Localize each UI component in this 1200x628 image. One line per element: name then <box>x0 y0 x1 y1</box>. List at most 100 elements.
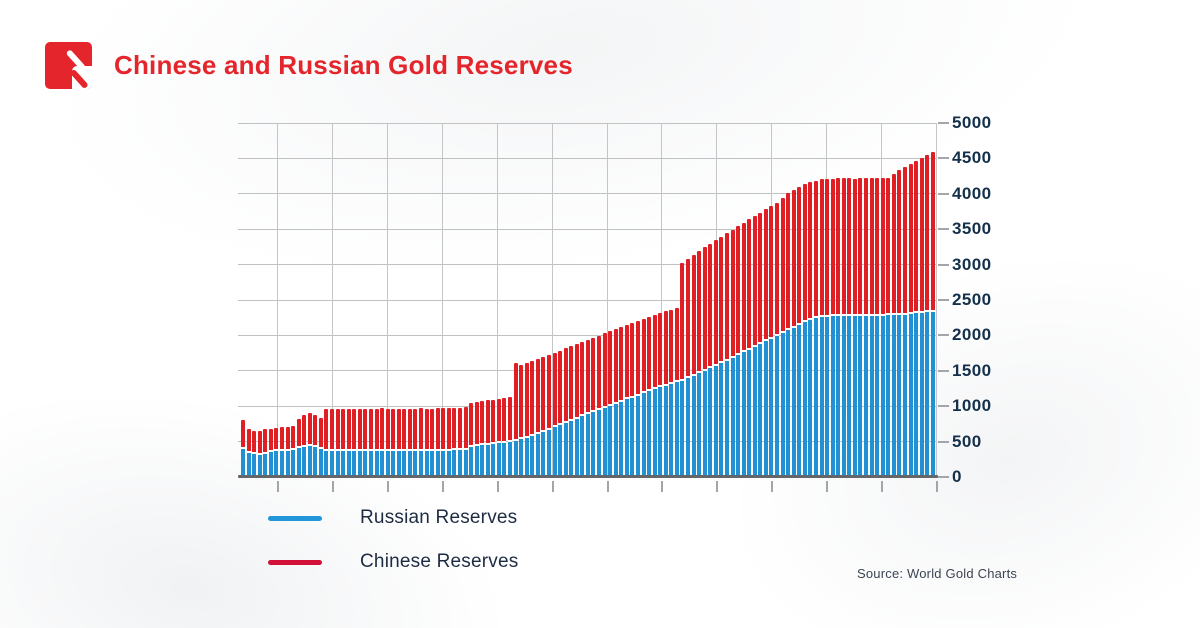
china-segment <box>391 408 396 449</box>
legend-label-russia: Russian Reserves <box>360 507 518 528</box>
russia-segment <box>869 315 874 477</box>
russia-segment <box>908 314 913 477</box>
china-segment <box>368 408 373 449</box>
china-segment <box>635 320 640 394</box>
y-axis-tick <box>938 228 949 231</box>
china-segment <box>519 364 524 438</box>
segment-separator <box>613 401 618 404</box>
reserve-bar <box>619 327 624 477</box>
segment-separator <box>719 361 724 364</box>
gridline-horizontal <box>238 122 937 124</box>
reserve-bar <box>374 408 379 477</box>
china-segment <box>257 431 262 453</box>
x-axis-tick <box>826 481 829 492</box>
russia-segment <box>491 444 496 477</box>
segment-separator <box>279 448 284 451</box>
russia-segment <box>508 442 512 477</box>
reserve-bar <box>736 226 741 477</box>
russia-segment <box>480 445 485 477</box>
reserve-bar <box>452 407 457 477</box>
reserve-bar <box>858 178 863 477</box>
reserve-bar <box>446 408 451 477</box>
china-segment <box>758 212 763 342</box>
russia-segment <box>713 365 718 477</box>
reserve-bar <box>847 178 852 477</box>
reserve-bar <box>469 402 474 477</box>
russia-segment <box>296 448 301 477</box>
legend-item-china: Chinese Reserves <box>268 549 518 575</box>
russia-segment <box>430 450 435 477</box>
russia-segment <box>291 450 296 477</box>
reserve-bar <box>819 179 824 477</box>
russia-segment <box>446 450 451 477</box>
segment-separator <box>819 315 824 318</box>
reserve-bar <box>480 400 485 477</box>
segment-separator <box>808 317 813 320</box>
x-axis-tick <box>936 481 938 492</box>
china-segment <box>302 415 307 446</box>
russia-segment <box>902 314 907 477</box>
segment-separator <box>902 312 907 315</box>
russia-segment <box>513 441 518 477</box>
segment-separator <box>624 397 629 400</box>
gridline-vertical <box>936 123 937 477</box>
china-segment <box>730 229 735 357</box>
china-segment <box>274 427 279 449</box>
x-axis-tick <box>606 481 609 492</box>
segment-separator <box>758 341 763 344</box>
china-segment <box>307 413 312 445</box>
segment-separator <box>825 314 830 317</box>
legend-item-russia: Russian Reserves <box>268 505 518 531</box>
segment-separator <box>318 446 323 449</box>
segment-separator <box>702 368 707 371</box>
russia-color-swatch <box>268 515 322 521</box>
russia-segment <box>530 435 535 477</box>
reserve-bar <box>802 184 807 477</box>
y-axis-tick <box>938 440 949 443</box>
segment-separator <box>252 452 257 455</box>
reserve-bar <box>658 312 663 477</box>
china-segment <box>647 316 652 390</box>
segment-separator <box>663 383 668 386</box>
china-segment <box>485 400 490 443</box>
reserve-bar <box>574 343 579 477</box>
segment-separator <box>619 399 624 402</box>
segment-separator <box>597 408 601 411</box>
segment-separator <box>430 448 435 451</box>
reserve-bar <box>830 178 835 477</box>
segment-separator <box>463 447 468 450</box>
y-axis-tick <box>938 122 949 124</box>
russia-segment <box>341 450 346 477</box>
reserve-bar <box>652 314 657 477</box>
segment-separator <box>880 313 885 316</box>
gridline-vertical <box>441 123 443 477</box>
russia-segment <box>268 452 273 477</box>
china-segment <box>847 178 852 315</box>
reserve-bar <box>891 174 896 477</box>
china-segment <box>569 346 574 419</box>
segment-separator <box>647 389 652 392</box>
segment-separator <box>574 416 579 419</box>
segment-separator <box>341 448 346 451</box>
segment-separator <box>257 452 262 455</box>
china-segment <box>558 350 563 424</box>
segment-separator <box>652 387 657 390</box>
china-segment <box>363 408 368 449</box>
header: Chinese and Russian Gold Reserves <box>45 42 573 89</box>
china-segment <box>385 408 390 449</box>
china-segment <box>452 407 457 449</box>
gridline-vertical <box>331 123 333 477</box>
china-segment <box>446 408 451 449</box>
china-segment <box>919 157 924 311</box>
segment-separator <box>563 420 568 423</box>
reserve-bar <box>407 408 412 477</box>
plot-area <box>238 122 938 478</box>
russia-segment <box>463 449 468 477</box>
russia-segment <box>630 397 635 477</box>
y-axis-label: 4500 <box>952 148 992 168</box>
china-segment <box>669 309 674 383</box>
china-segment <box>246 428 251 451</box>
china-segment <box>469 402 474 445</box>
russia-segment <box>747 349 752 477</box>
segment-separator <box>546 427 551 430</box>
